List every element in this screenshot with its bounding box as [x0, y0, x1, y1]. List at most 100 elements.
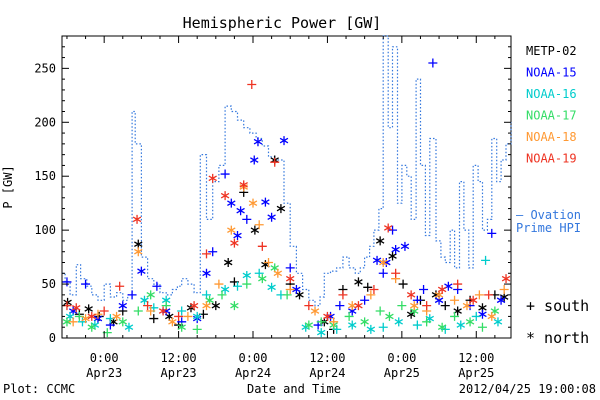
x-tick-label-time: 12:00: [309, 351, 345, 365]
x-tick-label-time: 12:00: [161, 351, 197, 365]
data-point-south: [360, 295, 370, 305]
x-axis-label: Date and Time: [247, 382, 341, 396]
data-point-north: [487, 311, 497, 321]
data-point-north: [273, 268, 283, 278]
data-point-north: [189, 301, 199, 311]
data-point-south: [183, 311, 193, 321]
data-point-south: [499, 284, 509, 294]
x-axis: 0:00Apr2312:00Apr230:00Apr2412:00Apr240:…: [66, 36, 496, 380]
data-point-north: [202, 301, 211, 311]
data-point-south: [481, 255, 491, 265]
data-point-north: [87, 322, 97, 332]
data-point-north: [372, 255, 382, 265]
data-point-south: [450, 311, 460, 321]
legend: METP-02 NOAA-15 NOAA-16 NOAA-17 NOAA-18 NOAA-…: [516, 44, 589, 347]
data-point-north: [406, 290, 416, 300]
data-point-north: [354, 301, 363, 311]
data-point-north: [354, 277, 363, 287]
data-point-south: [398, 279, 408, 289]
data-point-north: [304, 320, 314, 330]
data-point-north: [437, 322, 447, 332]
footer-timestamp: 2012/04/25 19:00:08: [459, 382, 596, 396]
legend-marker-south: + south: [526, 297, 589, 315]
data-point-north: [84, 304, 93, 314]
data-point-south: [201, 249, 211, 259]
data-point-south: [329, 317, 339, 327]
data-point-north: [124, 322, 134, 332]
data-point-north: [279, 136, 289, 146]
data-point-south: [99, 306, 109, 316]
data-point-north: [62, 317, 72, 327]
data-point-south: [192, 324, 202, 334]
legend-item-ovation: — Ovation: [516, 208, 581, 222]
legend-item-noaa-17: NOAA-17: [526, 109, 577, 123]
x-tick-label-date: Apr24: [235, 366, 271, 380]
chart-title: Hemispheric Power [GW]: [183, 14, 382, 32]
data-point-north: [310, 306, 320, 316]
data-point-north: [366, 324, 376, 334]
data-point-south: [391, 268, 401, 278]
series-noaa-15: [62, 58, 506, 330]
data-point-north: [385, 311, 394, 321]
data-point-south: [369, 284, 379, 294]
data-point-south: [378, 268, 388, 278]
data-point-south: [152, 281, 162, 291]
legend-marker-north: * north: [526, 329, 589, 347]
legend-item-noaa-19: NOAA-19: [526, 152, 577, 166]
data-point-north: [394, 317, 403, 327]
data-point-north: [388, 251, 397, 261]
data-points-layer: [62, 58, 511, 338]
data-point-north: [375, 236, 385, 246]
data-point-north: [400, 241, 410, 251]
data-point-north: [360, 317, 369, 327]
data-point-north: [211, 301, 221, 311]
data-point-south: [344, 311, 354, 321]
series-noaa-18: [68, 182, 509, 327]
data-point-north: [258, 274, 267, 284]
data-point-north: [444, 281, 453, 291]
data-point-south: [146, 306, 156, 316]
data-point-north: [316, 328, 326, 338]
data-point-south: [316, 317, 326, 327]
data-point-south: [217, 290, 227, 300]
data-point-north: [220, 191, 230, 201]
data-point-north: [267, 212, 276, 222]
x-tick-label-time: 0:00: [90, 351, 119, 365]
data-point-south: [375, 306, 385, 316]
data-point-south: [285, 263, 295, 273]
data-point-north: [192, 311, 202, 321]
data-point-north: [242, 270, 252, 280]
y-tick-label: 200: [34, 115, 56, 129]
x-tick-label-date: Apr25: [458, 366, 494, 380]
data-point-north: [267, 282, 276, 292]
data-point-north: [468, 295, 478, 305]
data-point-south: [247, 80, 257, 90]
data-point-south: [378, 322, 388, 332]
data-point-north: [208, 173, 217, 183]
data-point-south: [81, 279, 91, 289]
data-point-south: [422, 301, 432, 311]
data-point-north: [391, 245, 400, 255]
data-point-south: [419, 284, 429, 294]
data-point-north: [437, 284, 447, 294]
legend-item-metp-02: METP-02: [526, 44, 577, 58]
x-tick-label-date: Apr25: [384, 366, 420, 380]
data-point-north: [227, 198, 236, 208]
footer-credit: Plot: CCMC: [3, 382, 75, 396]
ovation-series-layer: [62, 35, 512, 307]
data-point-south: [143, 301, 153, 311]
data-point-south: [388, 225, 398, 235]
data-point-north: [253, 137, 263, 147]
data-point-north: [134, 247, 143, 257]
data-point-north: [118, 317, 128, 327]
data-point-south: [422, 317, 432, 327]
y-tick-label: 0: [49, 331, 56, 345]
data-point-north: [134, 239, 143, 249]
data-point-north: [250, 155, 259, 165]
data-point-north: [236, 206, 245, 216]
data-point-north: [347, 320, 357, 330]
data-point-south: [220, 169, 230, 179]
data-point-south: [450, 295, 460, 305]
x-tick-label-time: 0:00: [239, 351, 268, 365]
